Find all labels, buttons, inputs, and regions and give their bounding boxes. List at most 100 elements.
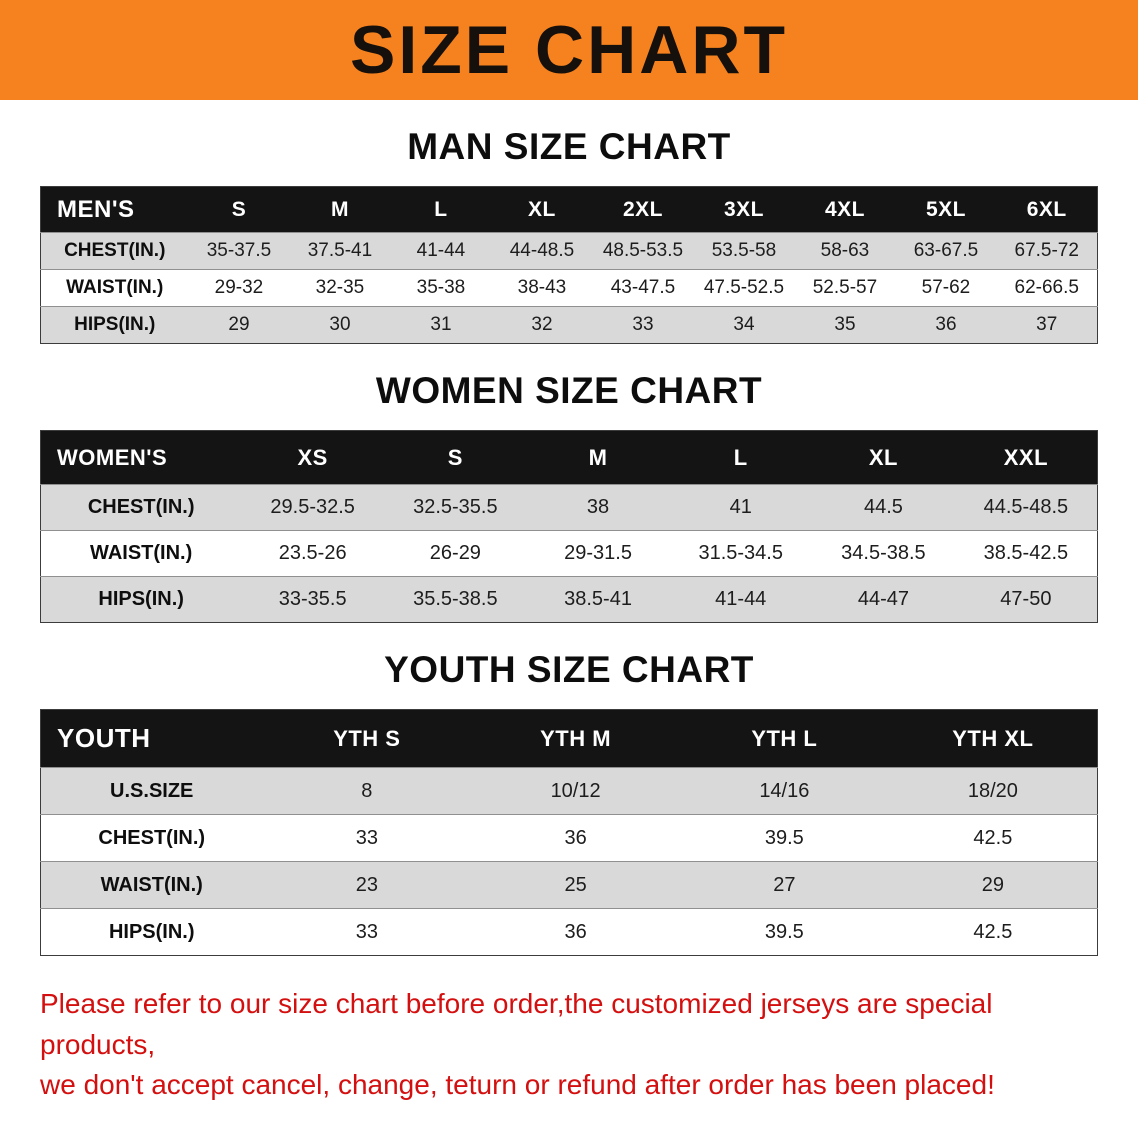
cell-value: 29.5-32.5 (241, 484, 385, 531)
row-label: CHEST(IN.) (40, 484, 242, 531)
column-header: 2XL (592, 186, 694, 233)
cell-value: 39.5 (679, 908, 889, 956)
cell-value: 35 (794, 306, 896, 344)
cell-value: 32.5-35.5 (384, 484, 527, 531)
cell-value: 34 (693, 306, 795, 344)
cell-value: 42.5 (888, 908, 1098, 956)
cell-value: 32-35 (289, 269, 391, 307)
cell-value: 10/12 (471, 767, 680, 815)
cell-value: 39.5 (679, 814, 889, 862)
disclaimer-line2: we don't accept cancel, change, teturn o… (40, 1069, 995, 1101)
cell-value: 33 (592, 306, 694, 344)
cell-value: 67.5-72 (996, 232, 1098, 270)
cell-value: 35.5-38.5 (384, 576, 527, 623)
cell-value: 44-47 (812, 576, 955, 623)
cell-value: 36 (471, 908, 680, 956)
column-header: 3XL (693, 186, 795, 233)
disclaimer: Please refer to our size chart before or… (40, 984, 1098, 1106)
column-header: YTH M (471, 709, 680, 768)
column-header: YTH L (679, 709, 889, 768)
cell-value: 41-44 (390, 232, 492, 270)
column-header: M (289, 186, 391, 233)
table-row: HIPS(IN.) 33 36 39.5 42.5 (40, 908, 1098, 956)
table-corner-label: MEN'S (40, 186, 189, 233)
women-size-table: WOMEN'S XS S M L XL XXL CHEST(IN.) 29.5-32.5 32.5… (40, 430, 1098, 623)
cell-value: 47-50 (954, 576, 1098, 623)
size-chart-sections: MAN SIZE CHART MEN'S S M L XL 2XL 3XL 4XL 5XL 6XL C… (0, 126, 1138, 956)
table-corner-label: YOUTH (40, 709, 263, 768)
table-row: WAIST(IN.) 23 25 27 29 (40, 861, 1098, 909)
cell-value: 52.5-57 (794, 269, 896, 307)
cell-value: 37.5-41 (289, 232, 391, 270)
table-row: WAIST(IN.) 29-32 32-35 35-38 38-43 43-47.5 47.… (40, 269, 1098, 307)
table-row: WAIST(IN.) 23.5-26 26-29 29-31.5 31.5-34.5 34… (40, 530, 1098, 577)
cell-value: 37 (996, 306, 1098, 344)
column-header: L (390, 186, 492, 233)
cell-value: 38-43 (491, 269, 593, 307)
table-row: HIPS(IN.) 29 30 31 32 33 34 35 36 37 (40, 306, 1098, 344)
column-header: XXL (954, 430, 1098, 485)
cell-value: 58-63 (794, 232, 896, 270)
cell-value: 29 (188, 306, 290, 344)
cell-value: 30 (289, 306, 391, 344)
table-header-row: WOMEN'S XS S M L XL XXL (40, 430, 1098, 485)
row-label: WAIST(IN.) (40, 269, 189, 307)
row-label: WAIST(IN.) (40, 530, 242, 577)
youth-section-heading: YOUTH SIZE CHART (384, 649, 754, 690)
row-label: HIPS(IN.) (40, 306, 189, 344)
column-header: M (526, 430, 670, 485)
cell-value: 41-44 (669, 576, 813, 623)
column-header: YTH XL (888, 709, 1098, 768)
cell-value: 43-47.5 (592, 269, 694, 307)
cell-value: 29 (888, 861, 1098, 909)
cell-value: 44.5-48.5 (954, 484, 1098, 531)
cell-value: 14/16 (679, 767, 889, 815)
cell-value: 53.5-58 (693, 232, 795, 270)
table-row: U.S.SIZE 8 10/12 14/16 18/20 (40, 767, 1098, 815)
cell-value: 63-67.5 (895, 232, 997, 270)
cell-value: 26-29 (384, 530, 527, 577)
man-size-table: MEN'S S M L XL 2XL 3XL 4XL 5XL 6XL CHEST(IN.) 35-37… (40, 186, 1098, 344)
cell-value: 36 (471, 814, 680, 862)
cell-value: 62-66.5 (996, 269, 1098, 307)
man-size-section: MAN SIZE CHART MEN'S S M L XL 2XL 3XL 4XL 5XL 6XL C… (0, 126, 1138, 344)
table-row: CHEST(IN.) 35-37.5 37.5-41 41-44 44-48.5 48.5… (40, 232, 1098, 270)
row-label: U.S.SIZE (40, 767, 263, 815)
row-label: CHEST(IN.) (40, 232, 189, 270)
cell-value: 57-62 (895, 269, 997, 307)
cell-value: 44-48.5 (491, 232, 593, 270)
cell-value: 25 (471, 861, 680, 909)
column-header: 4XL (794, 186, 896, 233)
disclaimer-line1: Please refer to our size chart before or… (40, 988, 993, 1060)
cell-value: 44.5 (812, 484, 955, 531)
cell-value: 23 (262, 861, 472, 909)
women-size-section: WOMEN SIZE CHART WOMEN'S XS S M L XL XXL CHEST(I… (0, 370, 1138, 623)
table-row: CHEST(IN.) 29.5-32.5 32.5-35.5 38 41 44.5 44.5… (40, 484, 1098, 531)
column-header: YTH S (262, 709, 472, 768)
column-header: XL (491, 186, 593, 233)
row-label: HIPS(IN.) (40, 908, 263, 956)
youth-size-table: YOUTH YTH S YTH M YTH L YTH XL U.S.SIZE 8 10/12… (40, 709, 1098, 956)
cell-value: 27 (679, 861, 889, 909)
cell-value: 41 (669, 484, 813, 531)
cell-value: 33 (262, 814, 472, 862)
column-header: L (669, 430, 813, 485)
column-header: 5XL (895, 186, 997, 233)
cell-value: 31.5-34.5 (669, 530, 813, 577)
cell-value: 33 (262, 908, 472, 956)
column-header: XS (241, 430, 385, 485)
column-header: S (384, 430, 527, 485)
page-title: SIZE CHART (350, 12, 788, 88)
row-label: HIPS(IN.) (40, 576, 242, 623)
cell-value: 47.5-52.5 (693, 269, 795, 307)
column-header: 6XL (996, 186, 1098, 233)
cell-value: 48.5-53.5 (592, 232, 694, 270)
cell-value: 18/20 (888, 767, 1098, 815)
cell-value: 38.5-42.5 (954, 530, 1098, 577)
cell-value: 32 (491, 306, 593, 344)
cell-value: 8 (262, 767, 472, 815)
table-row: HIPS(IN.) 33-35.5 35.5-38.5 38.5-41 41-44 44-… (40, 576, 1098, 623)
table-corner-label: WOMEN'S (40, 430, 242, 485)
cell-value: 38 (526, 484, 670, 531)
